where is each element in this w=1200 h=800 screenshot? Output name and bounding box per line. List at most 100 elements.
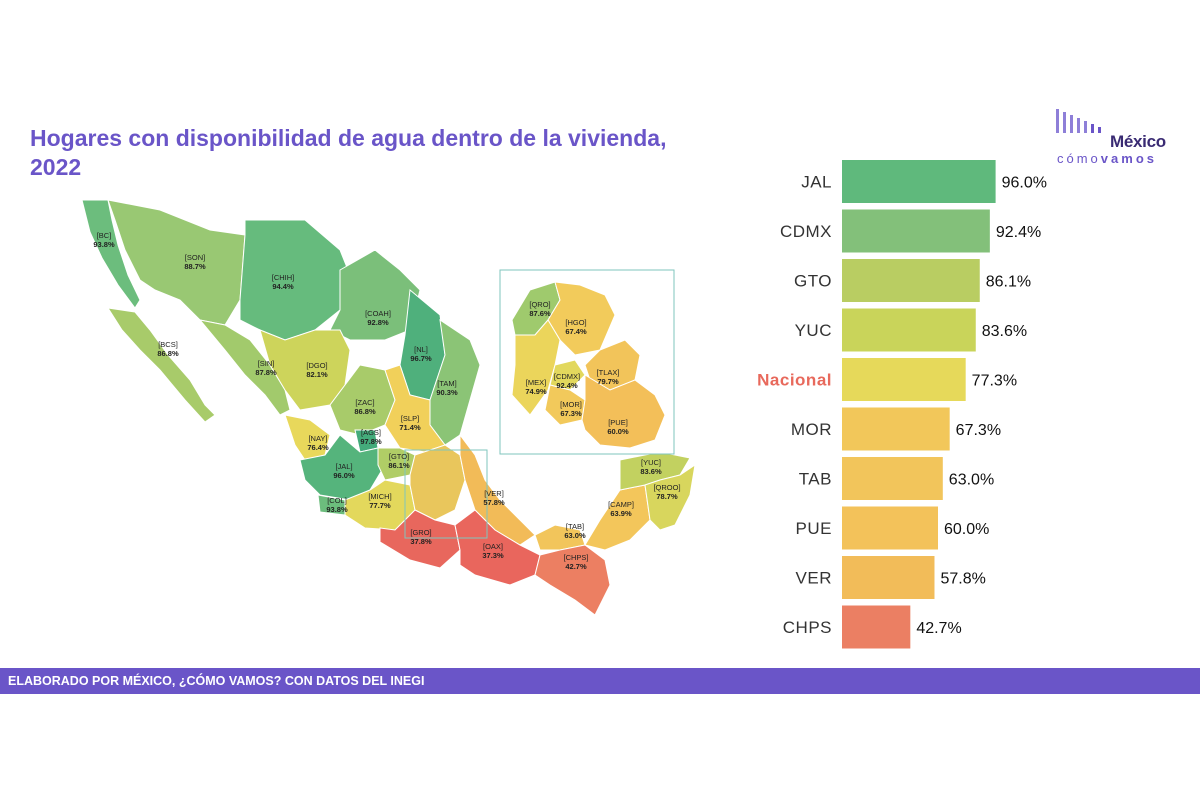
state-tam: [429, 318, 481, 446]
category-label-cdmx: CDMX: [780, 222, 832, 241]
map-label-value-chps: 42.7%: [565, 562, 587, 571]
map-label-code-jal: [JAL]: [335, 462, 352, 471]
map-label-code-zac: [ZAC]: [355, 398, 374, 407]
map-label-value-gto: 86.1%: [388, 461, 410, 470]
map-label-value-qroo: 78.7%: [656, 492, 678, 501]
map-label-value-slp: 71.4%: [399, 423, 421, 432]
map-label-code-mich: [MICH]: [368, 492, 391, 501]
value-label-nacional: 77.3%: [972, 373, 1017, 390]
inset-label-code-mex: [MEX]: [526, 378, 546, 387]
map-label-value-chih: 94.4%: [272, 282, 294, 291]
map-label-code-sin: [SIN]: [258, 359, 275, 368]
inset-label-value-mor: 67.3%: [560, 409, 582, 418]
map-label-code-oax: [OAX]: [483, 542, 503, 551]
map-label-value-dgo: 82.1%: [306, 370, 328, 379]
logo-bars-icon: [1056, 109, 1101, 133]
inset-label-code-mor: [MOR]: [560, 400, 582, 409]
map-label-code-col: [COL]: [327, 496, 347, 505]
category-label-yuc: YUC: [795, 321, 832, 340]
map-label-code-bc: [BC]: [97, 231, 112, 240]
bar-yuc: [842, 308, 976, 352]
inset-locator-box: [404, 449, 488, 539]
mexico-choropleth-map: [BC]93.8%[SON]88.7%[CHIH]94.4%[COAH]92.8…: [81, 199, 696, 616]
inset-label-code-hgo: [HGO]: [565, 318, 586, 327]
bar-chps: [842, 605, 911, 649]
bar-tab: [842, 457, 943, 500]
inset-label-value-cdmx: 92.4%: [556, 381, 578, 390]
state-bc: [81, 199, 141, 309]
bar-pue: [842, 506, 938, 550]
map-label-code-qroo: [QROO]: [653, 483, 680, 492]
inset-state-hgo: [547, 281, 616, 356]
map-label-code-bcs: [BCS]: [158, 340, 178, 349]
logo-sub-bold: vamos: [1100, 151, 1157, 166]
map-label-code-tam: [TAM]: [437, 379, 456, 388]
category-label-jal: JAL: [801, 173, 832, 192]
state-son: [107, 199, 246, 326]
title-line-1: Hogares con disponibilidad de agua dentr…: [30, 125, 667, 151]
inset-label-code-cdmx: [CDMX]: [554, 372, 580, 381]
map-label-code-ags: [AGS]: [361, 428, 381, 437]
bar-jal: [842, 160, 996, 203]
map-states: [81, 199, 696, 616]
map-label-value-col: 93.8%: [326, 505, 348, 514]
map-label-value-tam: 90.3%: [436, 388, 458, 397]
map-label-value-ver: 57.8%: [483, 498, 505, 507]
logo-sub: cómovamos: [1057, 151, 1157, 166]
inset-label-value-hgo: 67.4%: [565, 327, 587, 336]
bar-mor: [842, 407, 950, 451]
map-label-value-jal: 96.0%: [333, 471, 355, 480]
category-label-ver: VER: [796, 569, 832, 588]
map-label-code-coah: [COAH]: [365, 309, 391, 318]
state-qroo: [644, 463, 696, 531]
map-label-value-yuc: 83.6%: [640, 467, 662, 476]
category-label-pue: PUE: [796, 519, 832, 538]
map-label-code-son: [SON]: [185, 253, 205, 262]
map-label-code-camp: [CAMP]: [608, 500, 634, 509]
value-label-jal: 96.0%: [1002, 175, 1047, 192]
value-label-cdmx: 92.4%: [996, 224, 1041, 241]
map-label-value-tab: 63.0%: [564, 531, 586, 540]
map-label-value-oax: 37.3%: [482, 551, 504, 560]
logo-sub-light: cómo: [1057, 151, 1101, 166]
bar-cdmx: [842, 209, 990, 253]
map-labels: [BC]93.8%[SON]88.7%[CHIH]94.4%[COAH]92.8…: [93, 231, 680, 571]
state-ver: [459, 433, 536, 546]
map-label-code-nl: [NL]: [414, 345, 428, 354]
footer-text: ELABORADO POR MÉXICO, ¿CÓMO VAMOS? CON D…: [8, 674, 425, 688]
map-label-value-gro: 37.8%: [410, 537, 432, 546]
chart-title: Hogares con disponibilidad de agua dentr…: [30, 124, 750, 182]
bar-gto: [842, 259, 980, 302]
value-label-chps: 42.7%: [916, 620, 961, 637]
map-label-value-sin: 87.8%: [255, 368, 277, 377]
map-label-value-nay: 76.4%: [307, 443, 329, 452]
map-label-value-mich: 77.7%: [369, 501, 391, 510]
inset-label-code-pue: [PUE]: [608, 418, 628, 427]
map-label-value-bc: 93.8%: [93, 240, 115, 249]
value-label-gto: 86.1%: [986, 274, 1031, 291]
map-label-code-chps: [CHPS]: [563, 553, 588, 562]
map-label-value-son: 88.7%: [184, 262, 206, 271]
title-line-2: 2022: [30, 154, 82, 180]
map-label-code-slp: [SLP]: [401, 414, 419, 423]
footer-credit: ELABORADO POR MÉXICO, ¿CÓMO VAMOS? CON D…: [0, 668, 1200, 694]
inset-label-code-tlax: [TLAX]: [597, 368, 620, 377]
state-sin: [198, 319, 291, 416]
inset-state-cdmx: [549, 359, 586, 391]
inset-label-value-mex: 74.9%: [525, 387, 547, 396]
map-label-code-ver: [VER]: [484, 489, 504, 498]
map-label-code-gro: [GRO]: [410, 528, 431, 537]
inset-label-code-qro: [QRO]: [529, 300, 550, 309]
inset-states: [511, 281, 666, 449]
value-label-mor: 67.3%: [956, 422, 1001, 439]
category-label-mor: MOR: [791, 420, 832, 439]
state-coah: [329, 249, 421, 341]
category-label-gto: GTO: [794, 272, 832, 291]
logo-word: México: [1110, 132, 1166, 151]
bar-nacional: [842, 358, 966, 401]
value-label-pue: 60.0%: [944, 521, 989, 538]
value-label-tab: 63.0%: [949, 472, 994, 489]
map-label-code-nay: [NAY]: [308, 434, 327, 443]
value-label-yuc: 83.6%: [982, 323, 1027, 340]
map-label-value-nl: 96.7%: [410, 354, 432, 363]
